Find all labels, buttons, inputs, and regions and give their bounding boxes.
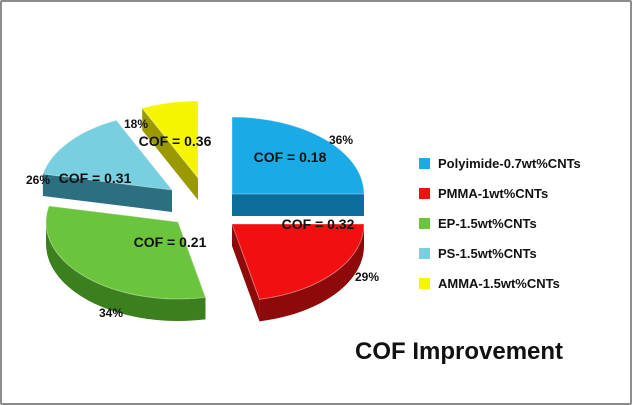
cof-label-ps: COF = 0.31 <box>59 170 132 186</box>
pie-slice-face-polyimide-1 <box>232 194 364 216</box>
percent-label-polyimide: 36% <box>329 133 353 147</box>
percent-label-ps: 26% <box>26 173 50 187</box>
pie-slice-face-pmma-1 <box>232 224 260 322</box>
legend-swatch-ep <box>419 217 430 229</box>
cof-label-ep: COF = 0.21 <box>134 234 207 250</box>
percent-label-amma: 18% <box>124 117 148 131</box>
pie-slice-top-polyimide <box>231 116 365 195</box>
percent-label-ep: 34% <box>99 306 123 320</box>
chart-title: COF Improvement <box>355 338 564 365</box>
pie-slice-top-ps <box>42 119 174 191</box>
legend-label-pmma: PMMA-1wt%CNTs <box>438 185 549 201</box>
legend-swatch-pmma <box>419 187 430 199</box>
cof-label-amma: COF = 0.36 <box>139 133 212 149</box>
legend-swatch-ps <box>419 247 430 259</box>
legend-label-ps: PS-1.5wt%CNTs <box>438 245 537 261</box>
legend-swatch-polyimide <box>419 157 430 169</box>
pie-slice-side-pmma <box>259 224 364 322</box>
legend-swatch-amma <box>419 277 430 289</box>
pie-slice-face-ps-0 <box>42 173 172 212</box>
pie-slice-ep <box>45 205 207 321</box>
legend-label-polyimide: Polyimide-0.7wt%CNTs <box>438 155 581 171</box>
legend-item-ps: PS-1.5wt%CNTs <box>419 238 581 268</box>
pie-slice-side-ep <box>46 222 206 321</box>
pie-slice-ps <box>42 119 174 212</box>
pie-slice-top-ep <box>45 205 207 300</box>
pie-slice-face-amma-0 <box>142 108 198 200</box>
legend-item-amma: AMMA-1.5wt%CNTs <box>419 268 581 298</box>
chart-legend: Polyimide-0.7wt%CNTs PMMA-1wt%CNTs EP-1.… <box>419 148 581 298</box>
pie-slice-top-pmma <box>231 223 365 300</box>
legend-item-polyimide: Polyimide-0.7wt%CNTs <box>419 148 581 178</box>
legend-label-amma: AMMA-1.5wt%CNTs <box>438 275 560 291</box>
legend-item-pmma: PMMA-1wt%CNTs <box>419 178 581 208</box>
legend-item-ep: EP-1.5wt%CNTs <box>419 208 581 238</box>
percent-label-pmma: 29% <box>355 270 379 284</box>
legend-label-ep: EP-1.5wt%CNTs <box>438 215 537 231</box>
pie-slice-top-amma <box>141 100 199 180</box>
cof-label-pmma: COF = 0.32 <box>282 216 355 232</box>
pie-slice-pmma <box>231 223 365 322</box>
pie-slice-amma <box>141 100 199 200</box>
pie-slice-polyimide <box>231 116 365 216</box>
cof-label-polyimide: COF = 0.18 <box>254 149 327 165</box>
